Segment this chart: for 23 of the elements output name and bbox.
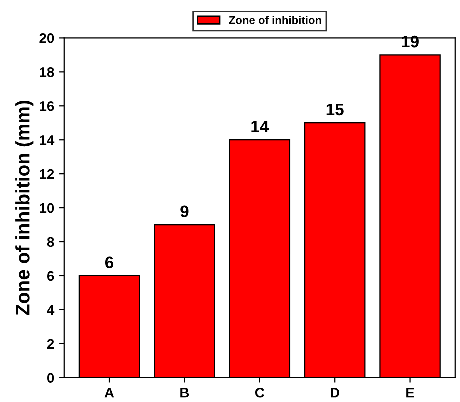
y-tick-label: 8	[47, 237, 54, 248]
y-tick-label: 16	[40, 101, 54, 112]
y-tick-label: 10	[40, 203, 54, 214]
y-axis-title: Zone of inhibition (mm)	[16, 100, 34, 316]
x-tick-label: D	[331, 388, 340, 398]
y-tick-label: 2	[47, 339, 54, 349]
y-tick-label: 0	[48, 373, 54, 384]
x-tick-label: B	[180, 388, 190, 398]
data-label: 6	[105, 256, 114, 269]
y-tick-label: 6	[47, 271, 54, 282]
y-tick-label: 4	[47, 305, 55, 315]
data-label: 9	[180, 206, 189, 218]
x-tick-label: E	[406, 388, 414, 398]
data-label: 19	[402, 36, 419, 48]
data-label: 15	[326, 104, 344, 116]
y-tick-label: 14	[40, 136, 55, 146]
x-tick-label: C	[255, 388, 265, 398]
x-tick-label: A	[104, 388, 114, 398]
legend-label: Zone of inhibition	[229, 16, 322, 24]
data-label: 14	[252, 121, 270, 132]
y-tick-label: 20	[40, 34, 54, 44]
y-tick-label: 12	[40, 169, 54, 180]
y-tick-label: 18	[40, 67, 54, 78]
